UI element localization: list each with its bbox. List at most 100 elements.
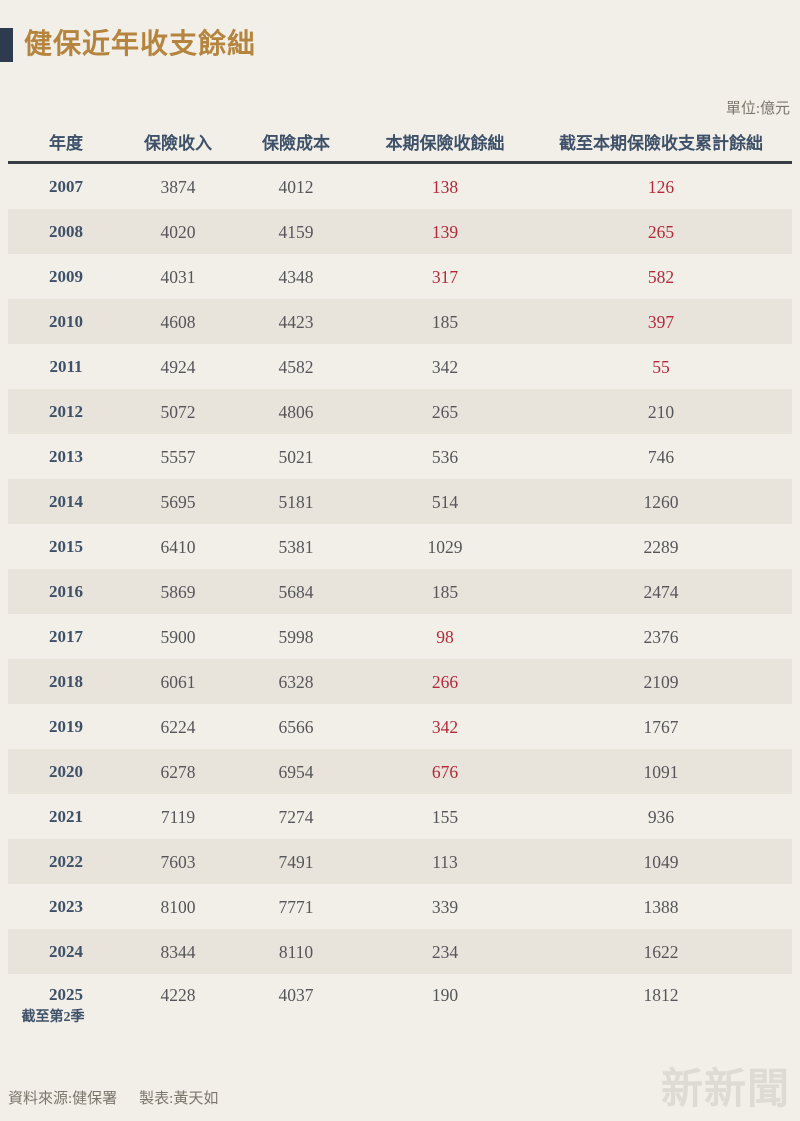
value: 4159 xyxy=(278,221,314,242)
data-table: 年度 保險收入 保險成本 本期保險收餘絀 截至本期保險收支累計餘絀 2007 38… xyxy=(8,126,792,1034)
footer: 資料來源:健保署 製表:黃天如 xyxy=(8,1087,218,1108)
value: 2109 xyxy=(643,671,679,692)
value: 342 xyxy=(431,356,459,377)
year-cell: 2024 xyxy=(8,941,124,963)
year-cell: 2016 xyxy=(8,581,124,603)
value: 5072 xyxy=(160,401,196,422)
value: 7119 xyxy=(160,806,196,827)
year-label: 2017 xyxy=(49,626,83,646)
value: 746 xyxy=(647,446,675,467)
value-deficit: 139 xyxy=(431,221,459,242)
year-label: 2012 xyxy=(49,401,83,421)
value: 6328 xyxy=(278,671,314,692)
column-header-income: 保險收入 xyxy=(144,133,212,153)
table-row: 2025 截至第2季 4228 4037 190 1812 xyxy=(8,974,792,1034)
column-header-cumulative: 截至本期保險收支累計餘絀 xyxy=(559,133,763,153)
value: 1091 xyxy=(643,761,679,782)
year-label: 2008 xyxy=(49,221,83,241)
year-cell: 2013 xyxy=(8,446,124,468)
value: 4924 xyxy=(160,356,196,377)
page-title: 健保近年收支餘絀 xyxy=(24,29,257,60)
title-row: 健保近年收支餘絀 xyxy=(0,0,800,62)
value: 1260 xyxy=(643,491,679,512)
year-cell: 2025 截至第2季 xyxy=(8,984,124,1027)
value: 4608 xyxy=(160,311,196,332)
value-deficit: 397 xyxy=(647,311,675,332)
year-cell: 2020 xyxy=(8,761,124,783)
value: 7771 xyxy=(278,896,314,917)
year-label: 2021 xyxy=(49,806,83,826)
value: 113 xyxy=(432,851,458,872)
year-cell: 2015 xyxy=(8,536,124,558)
value: 7603 xyxy=(160,851,196,872)
value: 4582 xyxy=(278,356,314,377)
value: 5695 xyxy=(160,491,196,512)
value-deficit: 126 xyxy=(647,176,675,197)
value-deficit: 98 xyxy=(436,626,454,647)
value: 2289 xyxy=(643,536,679,557)
table-row: 2009 4031 4348 317 582 xyxy=(8,254,792,299)
table-row: 2007 3874 4012 138 126 xyxy=(8,164,792,209)
value: 1049 xyxy=(643,851,679,872)
table-row: 2021 7119 7274 155 936 xyxy=(8,794,792,839)
value-deficit: 55 xyxy=(652,356,670,377)
year-label: 2020 xyxy=(49,761,83,781)
value: 6410 xyxy=(160,536,196,557)
value: 936 xyxy=(647,806,675,827)
table-row: 2018 6061 6328 266 2109 xyxy=(8,659,792,704)
column-header-cost: 保險成本 xyxy=(262,133,330,153)
table-header: 年度 保險收入 保險成本 本期保險收餘絀 截至本期保險收支累計餘絀 xyxy=(8,126,792,164)
value: 6954 xyxy=(278,761,314,782)
value: 7274 xyxy=(278,806,314,827)
value: 5998 xyxy=(278,626,314,647)
value-deficit: 265 xyxy=(647,221,675,242)
table-row: 2014 5695 5181 514 1260 xyxy=(8,479,792,524)
value: 1388 xyxy=(643,896,679,917)
value: 6566 xyxy=(278,716,314,737)
value-deficit: 582 xyxy=(647,266,675,287)
table-row: 2010 4608 4423 185 397 xyxy=(8,299,792,344)
value: 5181 xyxy=(278,491,314,512)
value: 4031 xyxy=(160,266,196,287)
value: 536 xyxy=(431,446,459,467)
value-deficit: 676 xyxy=(431,761,459,782)
year-cell: 2010 xyxy=(8,311,124,333)
year-cell: 2022 xyxy=(8,851,124,873)
value: 4806 xyxy=(278,401,314,422)
value-deficit: 138 xyxy=(431,176,459,197)
value: 1029 xyxy=(427,536,463,557)
year-cell: 2008 xyxy=(8,221,124,243)
value: 5869 xyxy=(160,581,196,602)
year-cell: 2021 xyxy=(8,806,124,828)
year-cell: 2023 xyxy=(8,896,124,918)
value: 265 xyxy=(431,401,459,422)
year-label: 2011 xyxy=(49,356,83,376)
year-label: 2024 xyxy=(49,941,83,961)
value: 8110 xyxy=(278,941,314,962)
value: 5900 xyxy=(160,626,196,647)
year-cell: 2018 xyxy=(8,671,124,693)
value: 6061 xyxy=(160,671,196,692)
value: 155 xyxy=(431,806,459,827)
year-label: 2022 xyxy=(49,851,83,871)
value: 6278 xyxy=(160,761,196,782)
value: 3874 xyxy=(160,176,196,197)
value: 2376 xyxy=(643,626,679,647)
table-row: 2020 6278 6954 676 1091 xyxy=(8,749,792,794)
year-label: 2016 xyxy=(49,581,83,601)
year-label: 2009 xyxy=(49,266,83,286)
value: 4228 xyxy=(160,985,196,1005)
year-cell: 2007 xyxy=(8,176,124,198)
value: 6224 xyxy=(160,716,196,737)
year-cell: 2019 xyxy=(8,716,124,738)
year-label: 2023 xyxy=(49,896,83,916)
year-cell: 2011 xyxy=(8,356,124,378)
value-deficit: 266 xyxy=(431,671,459,692)
year-cell: 2017 xyxy=(8,626,124,648)
table-row: 2008 4020 4159 139 265 xyxy=(8,209,792,254)
table-row: 2012 5072 4806 265 210 xyxy=(8,389,792,434)
table-body: 2007 3874 4012 138 126 2008 4020 4159 139 265 2009… xyxy=(8,164,792,1034)
table-row: 2011 4924 4582 342 55 xyxy=(8,344,792,389)
table-row: 2024 8344 8110 234 1622 xyxy=(8,929,792,974)
